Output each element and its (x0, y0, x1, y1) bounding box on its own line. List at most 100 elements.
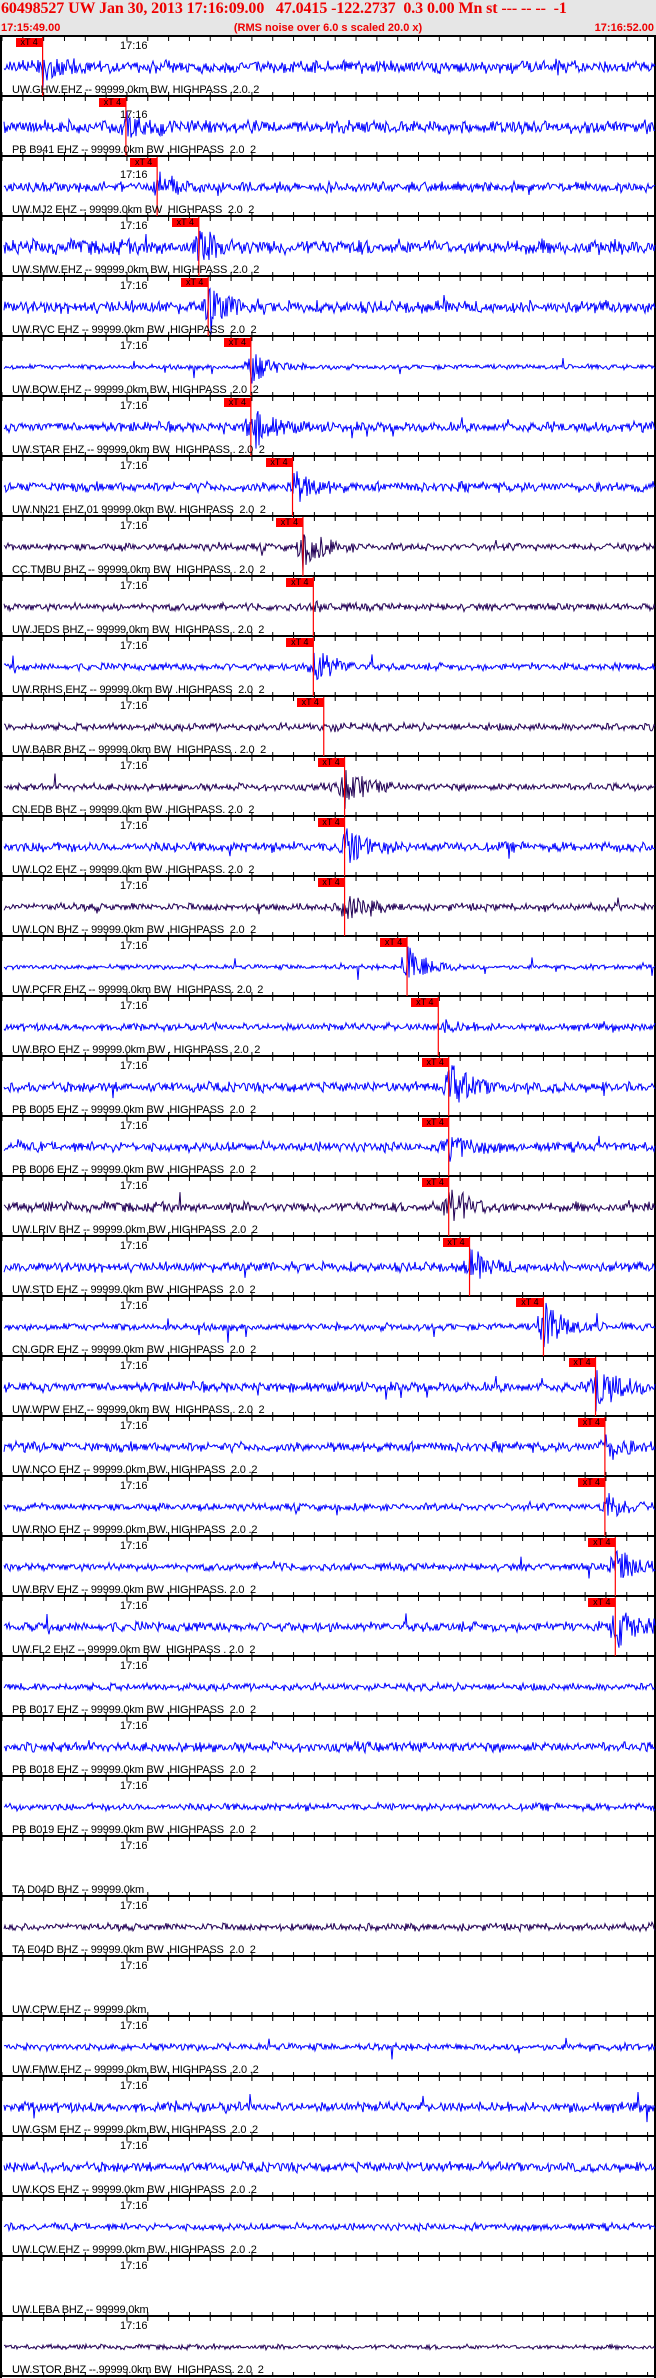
pick-marker[interactable]: xT 4 (265, 458, 293, 467)
pick-marker[interactable]: xT 4 (286, 638, 314, 647)
pick-marker[interactable]: xT 4 (577, 1478, 605, 1487)
trace-canvas (2, 2257, 656, 2317)
pick-marker[interactable]: xT 4 (171, 218, 199, 227)
waveform-trace (3, 230, 656, 261)
pick-marker[interactable]: xT 4 (98, 98, 126, 107)
minute-label: 17:16 (120, 1420, 148, 1432)
pick-marker[interactable]: xT 4 (380, 938, 408, 947)
minute-label: 17:16 (120, 2140, 148, 2152)
minute-label: 17:16 (120, 1960, 148, 1972)
pick-marker[interactable]: xT 4 (223, 398, 251, 407)
minute-label: 17:16 (120, 2080, 148, 2092)
trace-panel: 17:16 UW.FL2 EHZ -- 99999.0km BW HIGHPASS… (2, 1597, 656, 1657)
minute-label: 17:16 (120, 1660, 148, 1672)
waveform-trace (3, 1302, 656, 1348)
pick-marker[interactable]: xT 4 (421, 1058, 449, 1067)
rms-note: (RMS noise over 6.0 s scaled 20.0 x) (233, 22, 423, 34)
trace-canvas (2, 817, 656, 877)
station-label: PB B005 EHZ -- 99999.0km BW .HIGHPASS 2.… (12, 1104, 256, 1116)
waveform-trace (3, 652, 656, 681)
station-label: UW.LEBA BHZ -- 99999.0km (12, 2304, 149, 2316)
pick-marker[interactable]: xT 4 (411, 998, 439, 1007)
waveform-trace (3, 58, 656, 88)
trace-canvas (2, 2317, 656, 2377)
trace-canvas (2, 1837, 656, 1897)
minute-label: 17:16 (120, 1540, 148, 1552)
minute-label: 17:16 (120, 220, 148, 232)
pick-marker[interactable]: xT 4 (130, 158, 158, 167)
minute-label: 17:16 (120, 1000, 148, 1012)
minute-label: 17:16 (120, 640, 148, 652)
waveform-trace (3, 1739, 656, 1755)
trace-panel: 17:16 UW.STAR EHZ -- 99999.0km BW HIGHPAS… (2, 397, 656, 457)
station-label: UW.LRIV BHZ -- 99999.0km BW .HIGHPASS 2.… (12, 1224, 258, 1236)
trace-panel: 17:16 UW.MJ2 EHZ -- 99999.0km BW HIGHPASS… (2, 157, 656, 217)
trace-canvas (2, 757, 656, 817)
station-label: UW.NN21 EHZ.01 99999.0km BW. HIGHPASS 2.… (12, 504, 266, 516)
pick-marker[interactable]: xT 4 (317, 818, 345, 827)
minute-label: 17:16 (120, 1180, 148, 1192)
waveform-trace (3, 2159, 656, 2175)
station-label: UW.CPW.EHZ -- 99999.0km (12, 2004, 147, 2016)
station-label: UW.BRV EHZ -- 99999.0km BW .HIGHPASS. 2.… (12, 1584, 256, 1596)
waveform-trace (3, 1549, 656, 1579)
station-label: UW.GHW.EHZ -- 99999.0km BW. HIGHPASS .2.… (12, 84, 260, 96)
waveform-trace (3, 1135, 656, 1162)
trace-panel: 17:16 UW.BABR BHZ -- 99999.0km BW HIGHPAS… (2, 697, 656, 757)
pick-marker[interactable]: xT 4 (421, 1118, 449, 1127)
station-label: UW.RVC EHZ -- 99999.0km BW .HIGHPASS 2.0… (12, 324, 257, 336)
trace-canvas (2, 217, 656, 277)
waveform-trace (3, 1493, 656, 1518)
pick-marker[interactable]: xT 4 (296, 698, 324, 707)
pick-marker[interactable]: xT 4 (317, 758, 345, 767)
station-label: UW.STAR EHZ -- 99999.0km BW HIGHPASS . 2… (12, 444, 265, 456)
waveform-trace (3, 471, 656, 502)
pick-marker[interactable]: xT 4 (568, 1358, 596, 1367)
trace-canvas (2, 2197, 656, 2257)
minute-label: 17:16 (120, 1480, 148, 1492)
trace-canvas (2, 1057, 656, 1117)
minute-label: 17:16 (120, 1600, 148, 1612)
trace-panel: 17:16 UW.CPW.EHZ -- 99999.0km (2, 1957, 656, 2017)
pick-marker[interactable]: xT 4 (223, 338, 251, 347)
trace-panel: 17:16 UW.GHW.EHZ -- 99999.0km BW. HIGHPAS… (2, 37, 656, 97)
station-label: TA D04D BHZ -- 99999.0km (12, 1884, 144, 1896)
trace-canvas (2, 97, 656, 157)
waveform-trace (3, 2221, 656, 2233)
pick-marker[interactable]: xT 4 (181, 278, 209, 287)
waveform-trace (3, 896, 656, 919)
waveform-trace (3, 410, 656, 449)
pick-marker[interactable]: xT 4 (577, 1418, 605, 1427)
trace-panel: 17:16 UW.RRHS EHZ -- 99999.0km BW .HIGHPA… (2, 637, 656, 697)
trace-canvas (2, 1177, 656, 1237)
minute-label: 17:16 (120, 700, 148, 712)
trace-panel: 17:16 UW.WPW EHZ -- 99999.0km BW HIGHPASS… (2, 1357, 656, 1417)
trace-panel: 17:16 UW.NCO EHZ -- 99999.0km BW. HIGHPAS… (2, 1417, 656, 1477)
pick-marker[interactable]: xT 4 (421, 1178, 449, 1187)
station-label: PB B019 EHZ -- 99999.0km BW .HIGHPASS 2.… (12, 1824, 256, 1836)
pick-marker[interactable]: xT 4 (15, 38, 43, 47)
trace-canvas (2, 37, 656, 97)
trace-panel: 17:16 UW.BRV EHZ -- 99999.0km BW .HIGHPAS… (2, 1537, 656, 1597)
station-label: UW.FL2 EHZ -- 99999.0km BW HIGHPASS . 2.… (12, 1644, 256, 1656)
pick-marker[interactable]: xT 4 (275, 518, 303, 527)
pick-marker[interactable]: xT 4 (588, 1598, 616, 1607)
minute-label: 17:16 (120, 280, 148, 292)
waveform-trace (3, 1248, 656, 1279)
trace-canvas (2, 2017, 656, 2077)
pick-marker[interactable]: xT 4 (442, 1238, 470, 1247)
trace-panel: 17:16 UW.BOW.EHZ -- 99999.0km BW. HIGHPAS… (2, 337, 656, 397)
trace-panel: 17:16 UW.GSM EHZ -- 99999.0km BW. HIGHPAS… (2, 2077, 656, 2137)
pick-marker[interactable]: xT 4 (516, 1298, 544, 1307)
trace-canvas (2, 1777, 656, 1837)
minute-label: 17:16 (120, 820, 148, 832)
pick-marker[interactable]: xT 4 (588, 1538, 616, 1547)
station-label: PB B018 EHZ -- 99999.0km BW .HIGHPASS 2.… (12, 1764, 256, 1776)
station-label: UW.WPW EHZ -- 99999.0km BW HIGHPASS . 2.… (12, 1404, 265, 1416)
pick-marker[interactable]: xT 4 (317, 878, 345, 887)
waveform-trace (3, 2342, 656, 2352)
station-label: UW.PCFR EHZ -- 99999.0km BW HIGHPASS. 2.… (12, 984, 264, 996)
trace-panel: 17:16 UW.LEBA BHZ -- 99999.0km (2, 2257, 656, 2317)
pick-marker[interactable]: xT 4 (286, 578, 314, 587)
trace-panel: 17:16 CC.TMBU BHZ -- 99999.0km BW HIGHPAS… (2, 517, 656, 577)
